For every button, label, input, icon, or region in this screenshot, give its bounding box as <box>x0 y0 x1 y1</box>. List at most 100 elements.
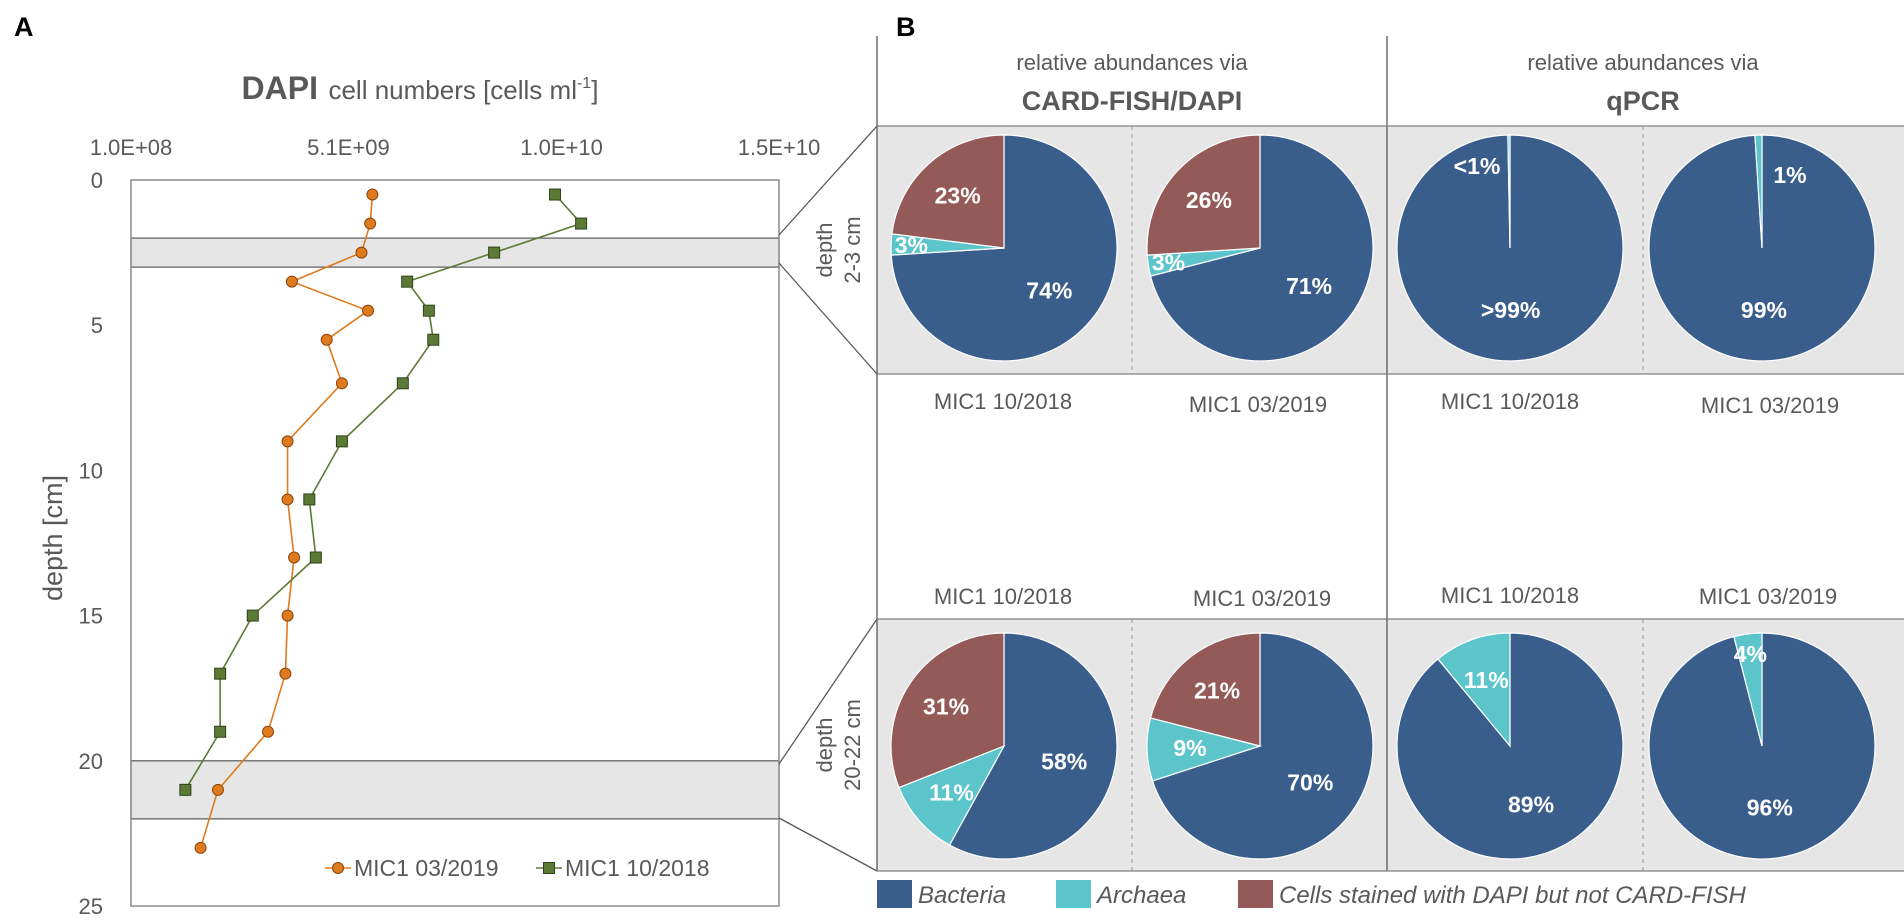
pie-slice-archaea <box>1754 134 1763 249</box>
pie-20-22-cm-MIC1-03-2019-card-fish-dapi: 70% 9% 21% <box>1146 632 1374 860</box>
pie-label-archaea: 11% <box>1464 667 1509 693</box>
highlight-band <box>130 760 780 820</box>
legend-swatch-bacteria <box>877 880 912 908</box>
pie-legend: Bacteria Archaea Cells stained with DAPI… <box>877 880 1746 909</box>
panel-label-a: A <box>14 12 34 42</box>
data-point <box>285 275 298 288</box>
legend-label: MIC1 10/2018 <box>565 855 709 881</box>
data-point <box>288 551 301 564</box>
pie-2-3-cm-MIC1-03-2019-qpcr: 99% 1% <box>1648 134 1876 362</box>
connector-line <box>778 125 878 236</box>
pie-2-3-cm-MIC1-03-2019-card-fish-dapi: 71% 3% 26% <box>1146 134 1374 362</box>
pie-slice-bacteria <box>948 632 1118 860</box>
pie-20-22-cm-MIC1-10-2018-card-fish-dapi: 58% 11% 31% <box>890 632 1118 860</box>
pie-20-22-cm-MIC1-10-2018-qpcr: 89% 11% <box>1396 632 1624 860</box>
y-tick-label: 20 <box>79 749 103 774</box>
legend-label-archaea: Archaea <box>1095 882 1186 909</box>
series-line <box>184 193 583 791</box>
data-point <box>281 493 294 506</box>
data-point <box>214 667 227 680</box>
legend-swatch-archaea <box>1056 880 1091 908</box>
series-line <box>199 194 374 849</box>
title-dapi: DAPI <box>242 70 318 106</box>
data-point <box>362 304 375 317</box>
sample-label: MIC1 10/2018 <box>1441 389 1579 414</box>
data-point <box>246 609 259 622</box>
x-tick-label: 1.0E+08 <box>90 135 173 160</box>
depth-label-top-line2: 2-3 cm <box>840 216 865 283</box>
pie-label-archaea: 4% <box>1734 641 1767 667</box>
pie-slice-bacteria <box>1149 134 1374 362</box>
data-point <box>279 667 292 680</box>
legend-swatch-unstained <box>1238 880 1273 908</box>
data-point <box>214 725 227 738</box>
data-point <box>401 275 414 288</box>
data-point <box>427 333 440 346</box>
data-point <box>355 246 368 259</box>
pie-slice-unstained <box>891 134 1005 249</box>
depth-label-bottom-line1: depth <box>812 717 837 772</box>
data-point <box>422 304 435 317</box>
sample-label: MIC1 03/2019 <box>1189 392 1327 417</box>
data-point <box>549 188 562 201</box>
data-point <box>261 725 274 738</box>
header-cardfish-line2: CARD-FISH/DAPI <box>1022 86 1243 116</box>
connector-line <box>778 262 878 375</box>
data-point <box>335 435 348 448</box>
x-tick-label: 5.1E+09 <box>307 135 390 160</box>
data-point <box>575 217 588 230</box>
pie-label-unstained: 26% <box>1186 187 1232 213</box>
pie-label-archaea: 11% <box>929 779 974 805</box>
pie-label-archaea: 3% <box>895 232 928 258</box>
pie-label-bacteria: >99% <box>1481 297 1540 323</box>
header-qpcr-line2: qPCR <box>1606 86 1680 116</box>
title-sup: -1 <box>577 75 591 92</box>
connector-line <box>778 618 878 765</box>
pie-label-unstained: 21% <box>1194 678 1240 704</box>
plot-area-frame <box>130 179 780 907</box>
pie-slice-unstained <box>890 632 1005 789</box>
legend-marker <box>543 862 555 874</box>
x-tick-label: 1.5E+10 <box>738 135 821 160</box>
data-point <box>320 333 333 346</box>
connector-line <box>778 817 878 872</box>
series-mic1-10-2018 <box>179 188 588 796</box>
data-point <box>281 435 294 448</box>
legend-label: MIC1 03/2019 <box>354 855 498 881</box>
legend-label-unstained: Cells stained with DAPI but not CARD-FIS… <box>1279 882 1746 909</box>
sample-label: MIC1 03/2019 <box>1701 393 1839 418</box>
pie-label-archaea: 9% <box>1173 735 1206 761</box>
pie-20-22-cm-MIC1-03-2019-qpcr: 96% 4% <box>1648 632 1876 860</box>
pie-label-archaea: 3% <box>1152 249 1185 275</box>
data-point <box>211 783 224 796</box>
data-point <box>194 841 207 854</box>
series-mic1-03-2019 <box>194 188 379 854</box>
title-rest: cell numbers [cells ml <box>328 75 577 105</box>
pie-label-archaea: 1% <box>1773 162 1806 188</box>
pie-panel: relative abundances via CARD-FISH/DAPI r… <box>812 36 1904 909</box>
data-point <box>281 609 294 622</box>
pie-slice-unstained <box>1149 632 1261 747</box>
pie-slice-archaea <box>1437 632 1511 748</box>
pie-slice-archaea <box>898 744 1006 846</box>
pie-label-bacteria: 96% <box>1747 795 1793 821</box>
y-tick-label: 25 <box>79 894 103 919</box>
depth-label-top-line1: depth <box>812 222 837 277</box>
pie-label-bacteria: 99% <box>1741 297 1787 323</box>
highlight-band <box>130 237 780 268</box>
pie-label-unstained: 31% <box>923 694 969 720</box>
sample-label: MIC1 03/2019 <box>1193 586 1331 611</box>
data-point <box>396 377 409 390</box>
title-close: ] <box>591 75 598 105</box>
pie-slice-archaea <box>1733 632 1763 747</box>
y-tick-label: 10 <box>79 458 103 483</box>
pie-slice-bacteria <box>1151 632 1374 860</box>
legend-label-bacteria: Bacteria <box>918 882 1006 909</box>
pie-slice-archaea <box>1507 134 1511 249</box>
sample-label: MIC1 10/2018 <box>934 584 1072 609</box>
pie-label-bacteria: 89% <box>1508 791 1554 817</box>
pie-2-3-cm-MIC1-10-2018-qpcr: >99% <1% <box>1396 134 1624 362</box>
pie-label-bacteria: 58% <box>1041 748 1087 774</box>
header-cardfish-line1: relative abundances via <box>1016 50 1248 75</box>
data-point <box>303 493 316 506</box>
